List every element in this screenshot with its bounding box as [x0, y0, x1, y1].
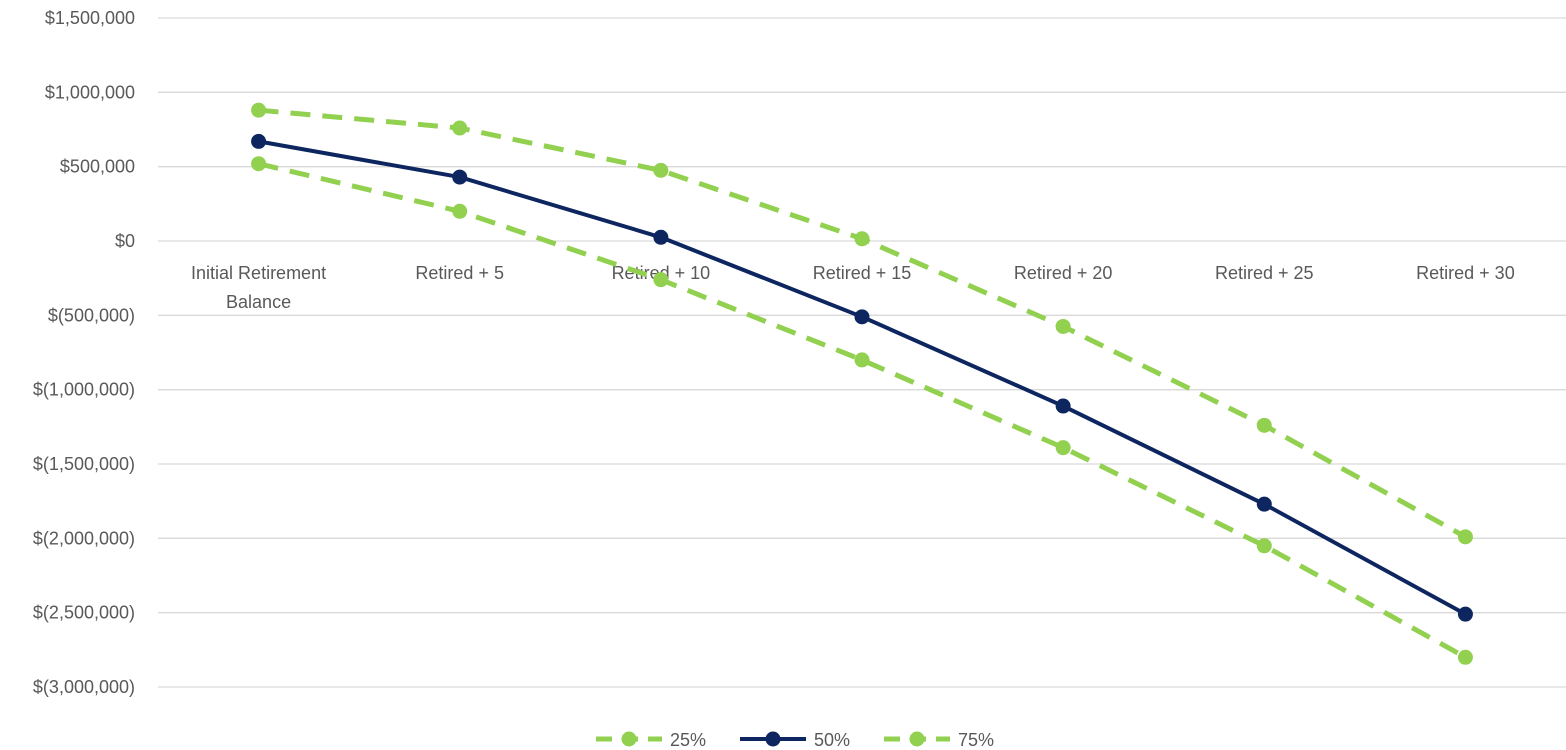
y-tick-label: $1,000,000 [45, 82, 135, 102]
x-tick-label: Initial Retirement [191, 263, 326, 283]
y-tick-label: $(1,000,000) [33, 380, 135, 400]
x-tick-label: Balance [226, 292, 291, 312]
y-tick-label: $1,500,000 [45, 8, 135, 28]
data-point [1256, 538, 1272, 554]
legend: 25% 50% 75% [596, 730, 994, 750]
y-tick-label: $500,000 [60, 157, 135, 177]
data-point [1055, 398, 1071, 414]
legend-label: 50% [814, 730, 850, 750]
data-point [653, 162, 669, 178]
data-point [1256, 417, 1272, 433]
data-point [1055, 318, 1071, 334]
data-point [251, 133, 267, 149]
legend-item: 50% [740, 730, 850, 750]
data-point [1457, 649, 1473, 665]
data-point [1457, 606, 1473, 622]
series-25-pct [251, 156, 1473, 665]
legend-label: 75% [958, 730, 994, 750]
x-tick-label: Retired + 15 [813, 263, 912, 283]
data-point [452, 120, 468, 136]
legend-marker [621, 731, 637, 747]
data-point [653, 272, 669, 288]
legend-marker [765, 731, 781, 747]
y-tick-label: $(1,500,000) [33, 454, 135, 474]
x-tick-label: Retired + 25 [1215, 263, 1314, 283]
data-point [653, 229, 669, 245]
data-point [854, 309, 870, 325]
data-point [251, 102, 267, 118]
y-tick-label: $(2,000,000) [33, 528, 135, 548]
data-point [1256, 496, 1272, 512]
data-point [1457, 529, 1473, 545]
x-tick-label: Retired + 20 [1014, 263, 1113, 283]
data-point [452, 203, 468, 219]
data-point [452, 169, 468, 185]
legend-marker [909, 731, 925, 747]
x-tick-label: Retired + 5 [415, 263, 504, 283]
y-axis-tick-labels: $1,500,000 $1,000,000 $500,000 $0 $(500,000)… [33, 8, 135, 697]
data-point [854, 231, 870, 247]
series-75-pct [251, 102, 1473, 545]
y-tick-label: $(2,500,000) [33, 603, 135, 623]
y-tick-label: $0 [115, 231, 135, 251]
series-layer [251, 102, 1473, 665]
series-line [258, 139, 1467, 616]
legend-item: 25% [596, 730, 706, 750]
series-50-pct [251, 133, 1473, 622]
legend-label: 25% [670, 730, 706, 750]
y-tick-label: $(500,000) [48, 305, 135, 325]
x-tick-label: Retired + 30 [1416, 263, 1515, 283]
data-point [854, 352, 870, 368]
data-point [1055, 440, 1071, 456]
legend-item: 75% [884, 730, 994, 750]
x-axis-tick-labels: Initial Retirement Balance Retired + 5 Reti… [191, 263, 1515, 312]
data-point [251, 156, 267, 172]
y-tick-label: $(3,000,000) [33, 677, 135, 697]
